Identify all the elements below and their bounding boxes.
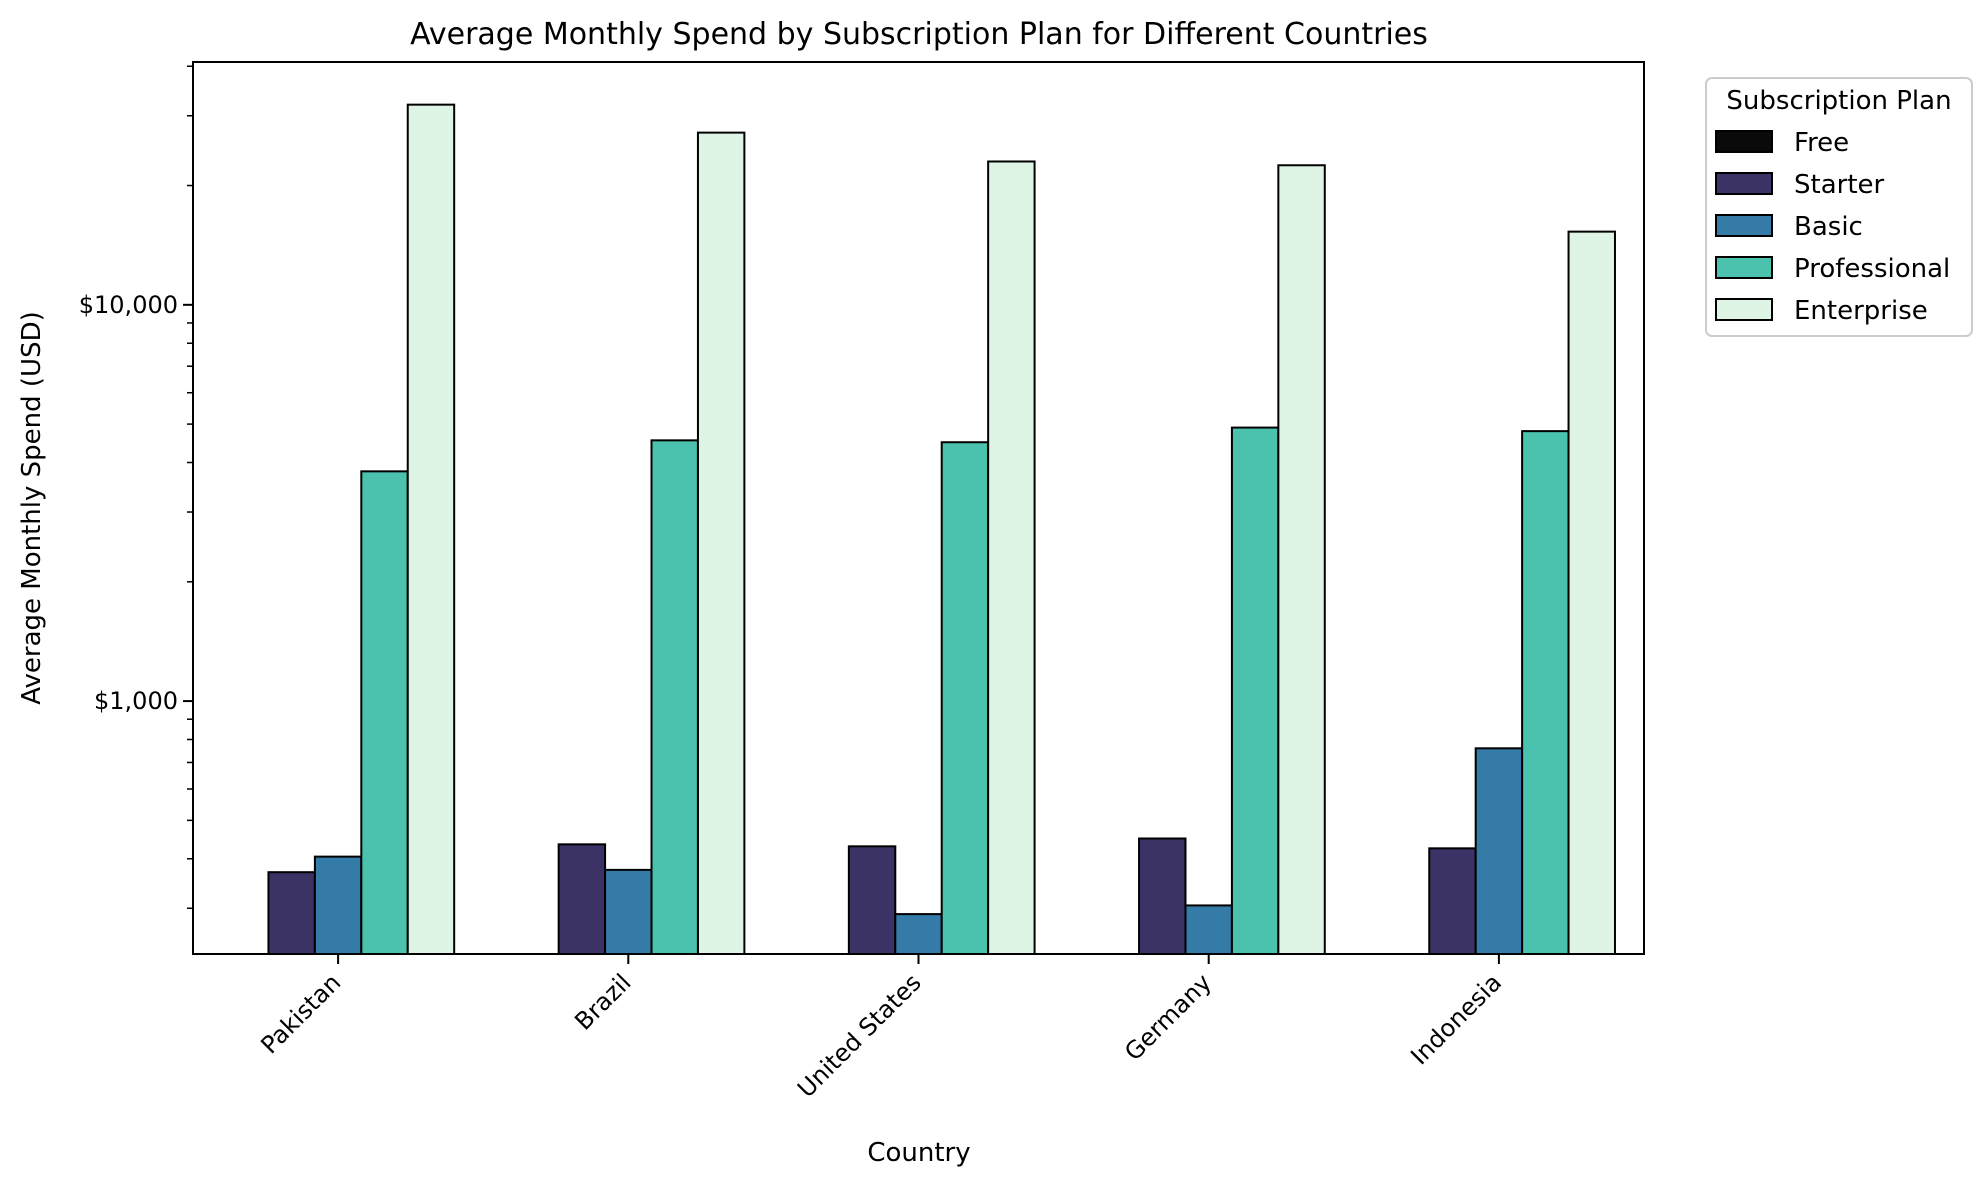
- bar-brazil-professional: [650, 439, 699, 955]
- x-axis-label: Country: [867, 1138, 970, 1168]
- bar-germany-enterprise: [1277, 164, 1326, 955]
- legend-swatch-free: [1715, 130, 1773, 153]
- bars-layer: [267, 103, 1616, 956]
- bar-united-states-starter: [847, 845, 897, 956]
- bar-germany-professional: [1230, 426, 1280, 956]
- legend: Subscription Plan Free Starter Basic Profes…: [1705, 77, 1973, 337]
- bar-germany-starter: [1138, 837, 1187, 955]
- bar-united-states-professional: [940, 441, 990, 955]
- legend-label-free: Free: [1794, 128, 1849, 158]
- bar-indonesia-enterprise: [1567, 230, 1616, 955]
- bar-brazil-enterprise: [696, 131, 746, 955]
- bar-indonesia-professional: [1521, 430, 1570, 955]
- bar-pakistan-starter: [267, 871, 316, 956]
- x-tick-label: Germany: [1119, 968, 1217, 1066]
- legend-swatch-professional: [1715, 256, 1773, 279]
- legend-label-basic: Basic: [1794, 212, 1863, 242]
- plot-frame: [192, 61, 1645, 955]
- y-ticks-layer: $1,000 $10,000: [79, 65, 193, 910]
- bar-brazil-starter: [557, 843, 607, 955]
- bar-indonesia-starter: [1428, 847, 1477, 956]
- bar-pakistan-basic: [313, 855, 363, 956]
- bar-indonesia-basic: [1474, 747, 1524, 955]
- bar-brazil-basic: [604, 868, 653, 956]
- bar-pakistan-enterprise: [406, 103, 456, 956]
- bar-germany-basic: [1184, 904, 1233, 956]
- y-tick-label: $10,000: [79, 291, 178, 319]
- bar-united-states-basic: [894, 913, 943, 955]
- legend-label-professional: Professional: [1794, 254, 1950, 284]
- x-tick-label: Indonesia: [1405, 968, 1507, 1070]
- x-tick-label: United States: [792, 968, 927, 1103]
- x-tick-label: Pakistan: [255, 968, 346, 1059]
- x-ticks-layer: Pakistan Brazil United States Germany Indone…: [255, 954, 1507, 1103]
- legend-swatch-basic: [1715, 214, 1773, 237]
- bar-united-states-enterprise: [987, 160, 1036, 955]
- legend-items: Free Starter Basic Professional Enterprise: [1715, 128, 1950, 326]
- x-tick-label: Brazil: [569, 968, 636, 1035]
- chart-title: Average Monthly Spend by Subscription Pl…: [410, 17, 1428, 52]
- bar-pakistan-professional: [360, 470, 409, 955]
- y-axis-label: Average Monthly Spend (USD): [17, 311, 47, 705]
- legend-swatch-enterprise: [1715, 298, 1773, 321]
- legend-swatch-starter: [1715, 172, 1773, 195]
- y-tick-label: $1,000: [94, 687, 178, 715]
- legend-label-starter: Starter: [1794, 170, 1885, 200]
- legend-label-enterprise: Enterprise: [1794, 296, 1928, 326]
- legend-title: Subscription Plan: [1726, 86, 1951, 116]
